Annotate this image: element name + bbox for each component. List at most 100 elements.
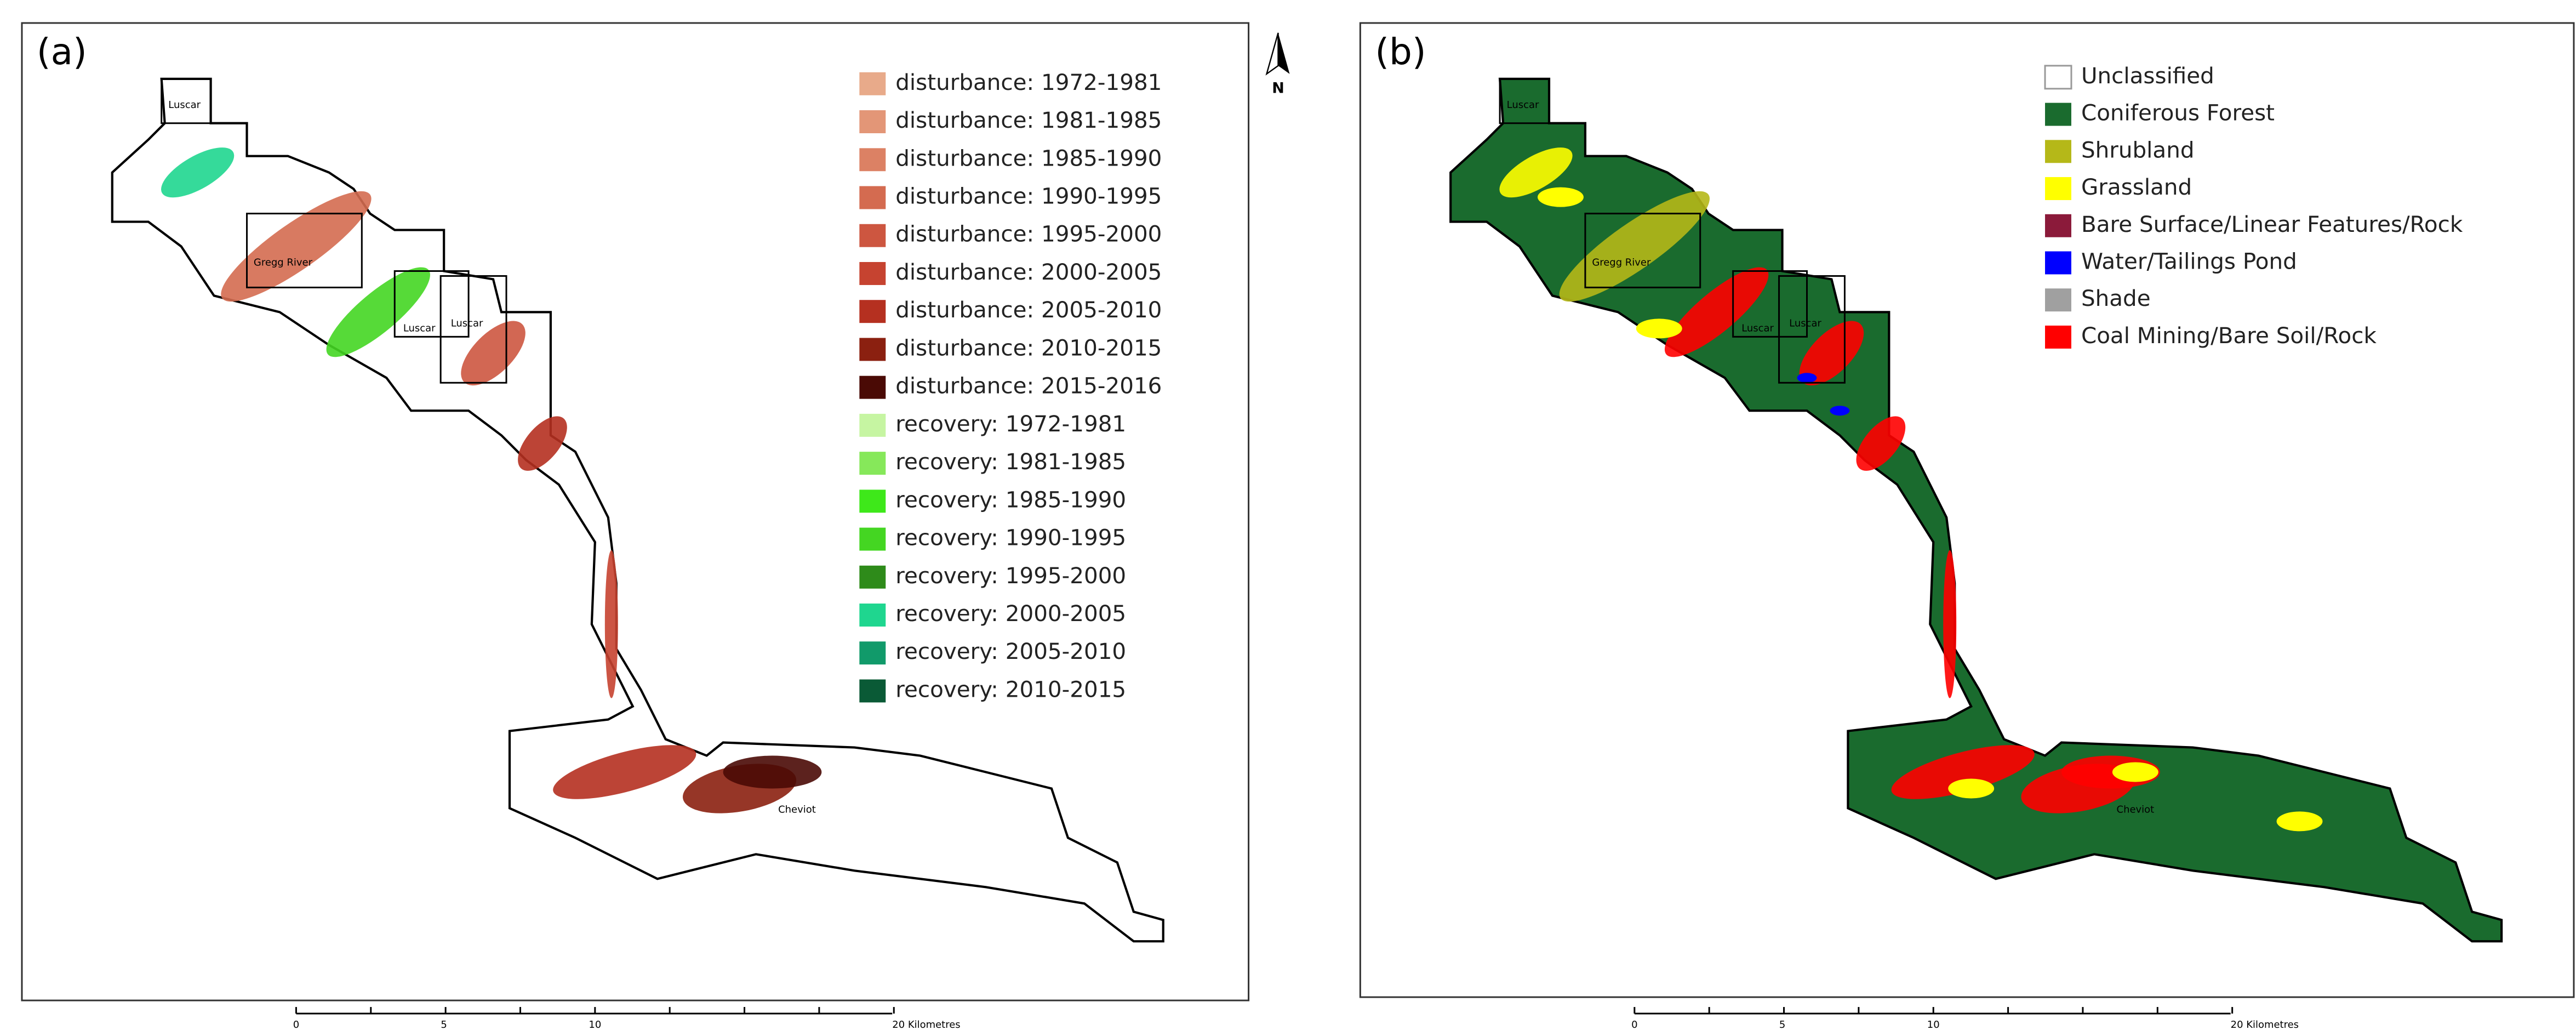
legend-label: recovery: 1981-1985: [895, 448, 1126, 475]
legend-label: Bare Surface/Linear Features/Rock: [2081, 211, 2463, 237]
legend-label: recovery: 2010-2015: [895, 676, 1126, 702]
legend-swatch: [2045, 288, 2071, 312]
place-label: Cheviot: [778, 804, 816, 815]
land-patch: [553, 745, 696, 799]
legend-label: Unclassified: [2081, 62, 2214, 89]
grass-patch: [1538, 187, 1584, 207]
scale-label: 20 Kilometres: [2231, 1019, 2299, 1030]
scale-label: 10: [589, 1019, 601, 1030]
lease-box: [1732, 270, 1808, 338]
legend-swatch: [2045, 325, 2071, 349]
legend-label: disturbance: 1972-1981: [895, 69, 1162, 95]
land-patch: [161, 147, 235, 198]
water-patch: [1797, 373, 1817, 383]
legend-swatch: [859, 452, 886, 475]
north-arrow: N: [1265, 32, 1290, 96]
lease-box: [1584, 213, 1701, 288]
land-patch: [518, 416, 567, 471]
scale-label: 5: [1779, 1019, 1785, 1030]
legend-label: Shrubland: [2081, 136, 2195, 163]
legend-swatch: [859, 604, 886, 627]
scale-label: 10: [1927, 1019, 1940, 1030]
lease-box: [393, 270, 470, 338]
place-label: Luscar: [1507, 99, 1539, 111]
legend-swatch: [859, 413, 886, 437]
legend-swatch: [859, 224, 886, 247]
legend-swatch: [859, 148, 886, 172]
legend-swatch: [859, 527, 886, 551]
legend-label: recovery: 1972-1981: [895, 411, 1126, 437]
legend-swatch: [2045, 140, 2071, 163]
grass-patch: [2276, 811, 2323, 832]
north-label: N: [1272, 79, 1284, 96]
panel-b: (b) Luscar Gregg River Luscar Luscar Cheviot U…: [1375, 31, 2503, 1030]
place-label: Gregg River: [1592, 257, 1651, 268]
legend-label: Shade: [2081, 285, 2151, 311]
legend-swatch: [859, 679, 886, 703]
legend-label: disturbance: 1985-1990: [895, 145, 1162, 171]
legend-label: disturbance: 1995-2000: [895, 221, 1162, 247]
place-label: Luscar: [451, 317, 483, 329]
grass-patch: [1948, 778, 1995, 799]
place-label: Gregg River: [254, 257, 313, 268]
panel-label: (a): [37, 31, 87, 73]
place-label: Luscar: [1789, 317, 1821, 329]
place-label: Luscar: [168, 99, 201, 111]
lease-box: [161, 78, 212, 124]
legend-swatch: [2045, 103, 2071, 126]
place-label: Luscar: [403, 322, 436, 334]
land-patch: [1499, 147, 1573, 198]
land-patch: [604, 550, 618, 698]
scale-label: 0: [293, 1019, 299, 1030]
lease-box: [1499, 78, 1550, 124]
legend-swatch: [859, 338, 886, 361]
legend-label: disturbance: 2010-2015: [895, 334, 1162, 361]
legend-label: recovery: 1995-2000: [895, 562, 1126, 589]
place-label: Luscar: [1741, 322, 1774, 334]
legend-label: disturbance: 1990-1995: [895, 183, 1162, 209]
legend-label: recovery: 1985-1990: [895, 486, 1126, 513]
legend-label: Coal Mining/Bare Soil/Rock: [2081, 322, 2377, 349]
legend-swatch: [2045, 214, 2071, 237]
legend-label: Coniferous Forest: [2081, 100, 2275, 126]
legend-swatch: [859, 641, 886, 665]
legend-swatch: [2044, 65, 2072, 90]
scale-label: 5: [441, 1019, 447, 1030]
legend-label: recovery: 2000-2005: [895, 600, 1126, 627]
scale-label: 20 Kilometres: [892, 1019, 960, 1030]
lease-box: [1778, 275, 1846, 384]
legend-label: disturbance: 2015-2016: [895, 373, 1162, 399]
scale-label: 0: [1631, 1019, 1637, 1030]
lease-box: [246, 213, 363, 288]
grass-patch: [1636, 318, 1682, 339]
land-patch: [461, 321, 526, 386]
land-patch: [1943, 550, 1957, 698]
legend-label: recovery: 1990-1995: [895, 525, 1126, 551]
legend-label: disturbance: 1981-1985: [895, 107, 1162, 133]
legend-label: Grassland: [2081, 174, 2192, 200]
legend-swatch: [859, 72, 886, 95]
panel-a: (a) Luscar Gregg River Luscar Luscar Cheviot d…: [37, 31, 1164, 1030]
land-patch: [1664, 267, 1769, 357]
legend-label: disturbance: 2005-2010: [895, 297, 1162, 323]
legend-swatch: [859, 261, 886, 285]
legend-swatch: [859, 565, 886, 589]
lease-box: [439, 275, 507, 384]
land-patch: [1891, 745, 2035, 799]
panel-a-frame: [21, 22, 1250, 1001]
legend-swatch: [859, 490, 886, 513]
legend-label: Water/Tailings Pond: [2081, 248, 2297, 274]
legend-swatch: [859, 110, 886, 134]
land-patch: [1799, 321, 1864, 386]
water-patch: [1830, 406, 1850, 416]
legend-swatch: [2045, 177, 2071, 201]
panel-label: (b): [1375, 31, 1426, 73]
land-patch: [1856, 416, 1906, 471]
place-label: Cheviot: [2117, 804, 2155, 815]
land-patch: [723, 755, 822, 789]
grass-patch: [2112, 762, 2158, 782]
land-patch: [326, 267, 430, 357]
legend-swatch: [859, 300, 886, 323]
